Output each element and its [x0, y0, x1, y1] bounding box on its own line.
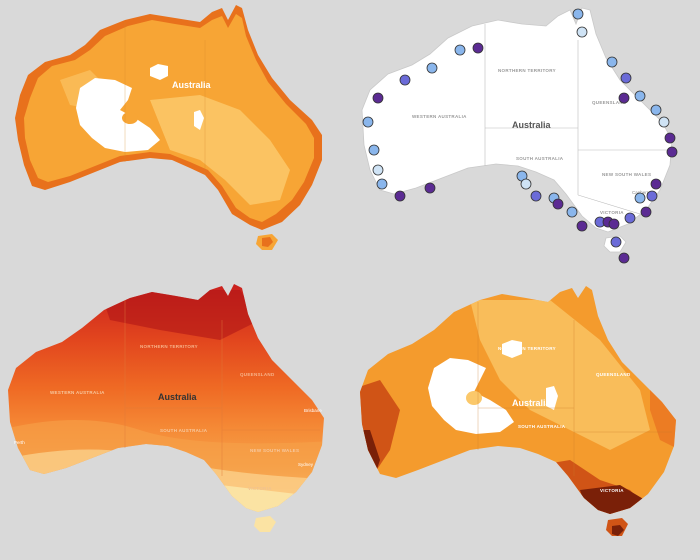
station-marker — [472, 42, 484, 54]
station-marker — [664, 132, 676, 144]
station-marker — [634, 90, 646, 102]
australia-map-3: NORTHERN TERRITORY QUEENSLAND WESTERN AU… — [8, 284, 324, 532]
state-label-vic: VICTORIA — [600, 210, 624, 215]
station-marker — [606, 56, 618, 68]
station-marker — [618, 252, 630, 264]
state-borders — [477, 302, 672, 476]
australia-map-4: NORTHERN TERRITORY QUEENSLAND SOUTH AUST… — [360, 286, 676, 536]
state-borders — [484, 24, 668, 215]
station-marker — [650, 104, 662, 116]
country-label: Australia — [158, 392, 198, 402]
station-marker — [552, 198, 564, 210]
station-marker — [610, 236, 622, 248]
station-marker — [426, 62, 438, 74]
state-label-sa: SOUTH AUSTRALIA — [518, 424, 566, 429]
station-marker — [640, 206, 652, 218]
station-marker — [376, 178, 388, 190]
state-label-qld: QUEENSLAND — [596, 372, 631, 377]
country-label: Australia — [512, 120, 552, 130]
state-label-qld: QUEENSLAND — [592, 100, 627, 105]
map-panel-2: NORTHERN TERRITORY QUEENSLAND WESTERN AU… — [350, 0, 700, 280]
state-label-sa: SOUTH AUSTRALIA — [160, 428, 208, 433]
australia-map-2: NORTHERN TERRITORY QUEENSLAND WESTERN AU… — [361, 7, 678, 264]
station-marker — [424, 182, 436, 194]
station-marker — [620, 72, 632, 84]
station-marker — [650, 178, 662, 190]
map-panel-3: NORTHERN TERRITORY QUEENSLAND WESTERN AU… — [0, 280, 350, 560]
map-panel-1: Australia — [0, 0, 350, 280]
state-label-vic: VICTORIA — [248, 486, 272, 491]
station-marker — [394, 190, 406, 202]
state-label-vic: VICTORIA — [600, 488, 624, 493]
station-marker — [372, 164, 384, 176]
station-marker — [372, 92, 384, 104]
australia-map-1: Australia — [15, 5, 322, 250]
country-label: Australia — [512, 398, 552, 408]
station-marker — [666, 146, 678, 158]
state-label-qld: QUEENSLAND — [240, 372, 275, 377]
state-label-nt: NORTHERN TERRITORY — [140, 344, 198, 349]
state-label-nt: NORTHERN TERRITORY — [498, 68, 556, 73]
station-marker — [530, 190, 542, 202]
desert-patch-north — [502, 340, 522, 358]
lake-region — [466, 391, 482, 405]
desert-patch-east — [546, 386, 558, 410]
station-marker — [646, 190, 658, 202]
desert-region — [76, 78, 160, 152]
state-label-sa: SOUTH AUSTRALIA — [516, 156, 564, 161]
station-marker — [618, 92, 630, 104]
station-markers — [362, 8, 678, 264]
station-marker — [520, 178, 532, 190]
city-label-sydney: Sydney — [298, 462, 314, 467]
map-panel-4: NORTHERN TERRITORY QUEENSLAND SOUTH AUST… — [350, 280, 700, 560]
state-label-wa: WESTERN AUSTRALIA — [50, 390, 105, 395]
station-marker — [634, 192, 646, 204]
state-label-nsw: NEW SOUTH WALES — [602, 172, 651, 177]
station-marker — [576, 220, 588, 232]
city-label-perth: Perth — [14, 440, 25, 445]
tasmania — [254, 516, 276, 532]
station-marker — [572, 8, 584, 20]
light-region — [150, 95, 290, 205]
station-marker — [576, 26, 588, 38]
station-marker — [368, 144, 380, 156]
state-label-nsw: NEW SOUTH WALES — [250, 448, 299, 453]
city-label-canberra: Canberra — [632, 190, 651, 195]
desert-patch-north — [150, 64, 168, 80]
station-marker — [399, 74, 411, 86]
station-marker — [608, 218, 620, 230]
station-marker — [658, 116, 670, 128]
station-marker — [454, 44, 466, 56]
country-label: Australia — [172, 80, 212, 90]
desert-patch-east — [194, 110, 204, 130]
city-label-brisbane: Brisbane — [304, 408, 322, 413]
station-marker — [566, 206, 578, 218]
state-borders — [124, 300, 320, 476]
state-label-wa: WESTERN AUSTRALIA — [412, 114, 467, 119]
lake-region — [122, 112, 138, 124]
station-marker — [362, 116, 374, 128]
station-marker — [624, 212, 636, 224]
state-label-nt: NORTHERN TERRITORY — [498, 346, 556, 351]
